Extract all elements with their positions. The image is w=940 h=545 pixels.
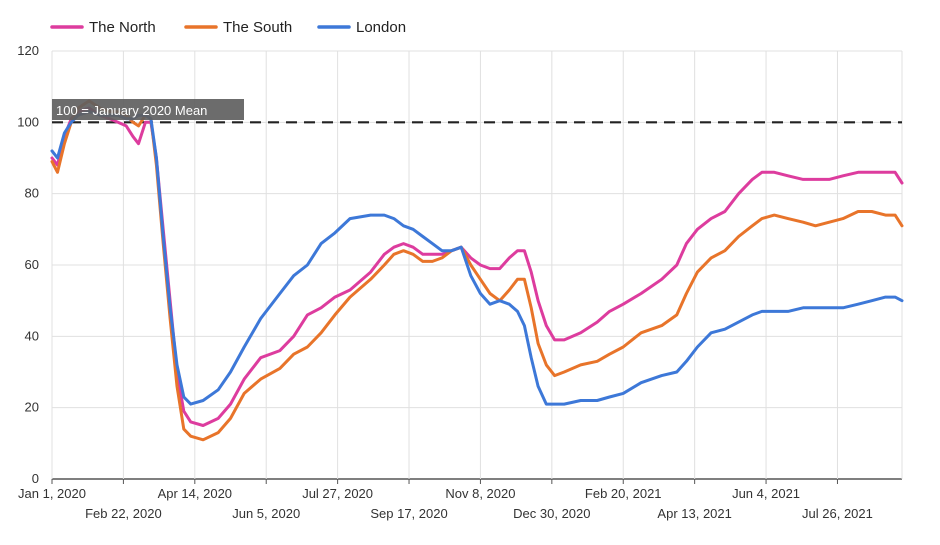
y-tick-label: 20 — [25, 400, 39, 415]
x-tick-label: Jul 26, 2021 — [802, 506, 873, 521]
x-tick-label: Jan 1, 2020 — [18, 486, 86, 501]
x-tick-label: Jun 4, 2021 — [732, 486, 800, 501]
x-tick-label: Jun 5, 2020 — [232, 506, 300, 521]
series-line-london — [50, 110, 904, 406]
y-tick-label: 0 — [32, 471, 39, 486]
legend-label: The North — [89, 19, 156, 36]
y-tick-label: 40 — [25, 328, 39, 343]
y-tick-label: 100 — [17, 114, 39, 129]
x-tick-label: Dec 30, 2020 — [513, 506, 590, 521]
x-tick-label: Feb 20, 2021 — [585, 486, 662, 501]
annotation-box — [52, 99, 244, 120]
y-axis: 0 20 40 60 80 100 120 — [17, 43, 39, 486]
x-tick-label: Nov 8, 2020 — [445, 486, 515, 501]
x-tick-label: Feb 22, 2020 — [85, 506, 162, 521]
series-lines — [50, 99, 904, 442]
legend-label: The South — [223, 19, 292, 36]
y-tick-label: 60 — [25, 257, 39, 272]
x-tick-label: Sep 17, 2020 — [370, 506, 447, 521]
y-tick-label: 80 — [25, 186, 39, 201]
x-tick-label: Apr 14, 2020 — [158, 486, 232, 501]
legend-label: London — [356, 19, 406, 36]
reference-annotation: 100 = January 2020 Mean — [52, 99, 244, 120]
y-tick-label: 120 — [17, 43, 39, 58]
annotation-label: 100 = January 2020 Mean — [56, 103, 207, 118]
x-tick-label: Apr 13, 2021 — [657, 506, 731, 521]
legend: The North The South London — [50, 19, 406, 36]
x-tick-label: Jul 27, 2020 — [302, 486, 373, 501]
